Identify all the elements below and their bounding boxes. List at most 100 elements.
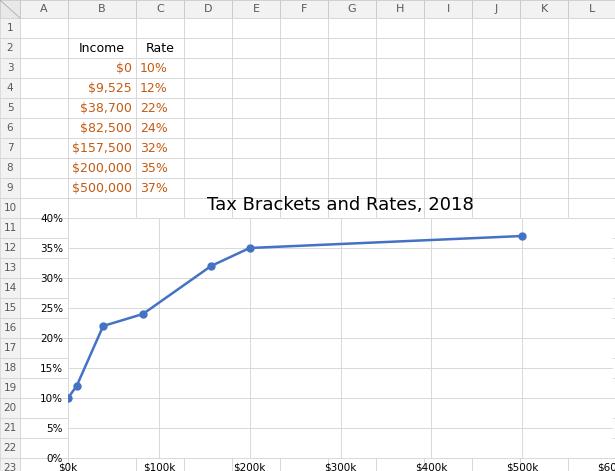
Text: 21: 21 [3, 423, 17, 433]
Bar [184, 238, 232, 258]
Bar [424, 118, 472, 138]
Bar [472, 198, 520, 218]
Bar [376, 158, 424, 178]
Bar [280, 158, 328, 178]
Bar [20, 458, 68, 471]
Bar [520, 98, 568, 118]
Bar [424, 58, 472, 78]
Bar [424, 378, 472, 398]
Bar [472, 218, 520, 238]
Bar [232, 438, 280, 458]
Bar [184, 278, 232, 298]
Text: 1: 1 [7, 23, 14, 33]
Bar [472, 258, 520, 278]
Bar [0, 438, 20, 458]
Text: 10%: 10% [140, 62, 168, 74]
Bar [376, 178, 424, 198]
Bar [376, 278, 424, 298]
Bar [472, 18, 520, 38]
Bar [280, 298, 328, 318]
Bar [184, 378, 232, 398]
Bar [568, 378, 615, 398]
Bar [328, 198, 376, 218]
Bar [184, 258, 232, 278]
Bar [328, 298, 376, 318]
Bar [68, 338, 136, 358]
Bar [328, 278, 376, 298]
Bar [232, 298, 280, 318]
Bar [68, 378, 136, 398]
Bar [472, 158, 520, 178]
Bar [184, 418, 232, 438]
Bar [568, 198, 615, 218]
Bar [20, 198, 68, 218]
Bar [20, 258, 68, 278]
Bar [328, 138, 376, 158]
Bar [520, 398, 568, 418]
Bar [232, 78, 280, 98]
Bar [328, 0, 376, 18]
Bar [328, 118, 376, 138]
Bar [68, 278, 136, 298]
Bar [472, 438, 520, 458]
Text: $82,500: $82,500 [80, 122, 132, 135]
Bar [472, 238, 520, 258]
Bar [376, 458, 424, 471]
Bar [280, 138, 328, 158]
Bar [280, 318, 328, 338]
Bar [184, 58, 232, 78]
Text: 14: 14 [3, 283, 17, 293]
Bar [568, 178, 615, 198]
Text: 5: 5 [7, 103, 14, 113]
Bar [520, 318, 568, 338]
Bar [68, 118, 136, 138]
Bar [376, 118, 424, 138]
Bar [424, 358, 472, 378]
Bar [424, 338, 472, 358]
Bar [136, 98, 184, 118]
Text: $38,700: $38,700 [80, 101, 132, 114]
Bar [472, 418, 520, 438]
Bar [20, 118, 68, 138]
Bar [68, 398, 136, 418]
Text: I: I [446, 4, 450, 14]
Bar [184, 358, 232, 378]
Bar [472, 358, 520, 378]
Bar [328, 98, 376, 118]
Bar [136, 298, 184, 318]
Bar [328, 418, 376, 438]
Bar [184, 0, 232, 18]
Bar [184, 198, 232, 218]
Bar [568, 298, 615, 318]
Bar [184, 458, 232, 471]
Bar [184, 118, 232, 138]
Bar [0, 398, 20, 418]
Bar [232, 98, 280, 118]
Bar [280, 458, 328, 471]
Bar [136, 378, 184, 398]
Bar [376, 318, 424, 338]
Bar [376, 338, 424, 358]
Text: 24%: 24% [140, 122, 168, 135]
Bar [20, 358, 68, 378]
Bar [20, 78, 68, 98]
Bar [376, 218, 424, 238]
Bar [0, 98, 20, 118]
Text: 4: 4 [7, 83, 14, 93]
Text: Income: Income [79, 41, 125, 55]
Bar [280, 338, 328, 358]
Text: 23: 23 [3, 463, 17, 471]
Bar [568, 58, 615, 78]
Bar [232, 458, 280, 471]
Bar [568, 218, 615, 238]
Bar [20, 98, 68, 118]
Bar [20, 58, 68, 78]
Bar [568, 98, 615, 118]
Bar [184, 18, 232, 38]
Bar [520, 238, 568, 258]
Bar [0, 178, 20, 198]
Bar [280, 98, 328, 118]
Bar [184, 218, 232, 238]
Bar [0, 418, 20, 438]
Bar [232, 218, 280, 238]
